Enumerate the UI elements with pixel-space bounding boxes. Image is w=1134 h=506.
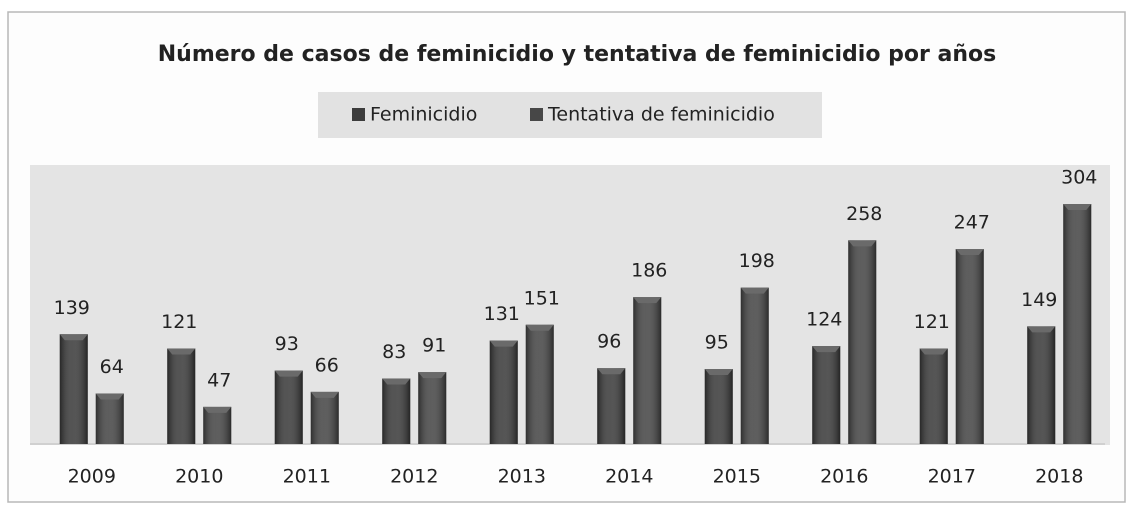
bar-top: [167, 348, 196, 355]
value-label: 121: [914, 311, 950, 333]
value-label: 95: [705, 332, 729, 354]
bar-top: [382, 378, 411, 385]
bar-shade: [597, 368, 626, 444]
bar-top: [955, 249, 984, 255]
bar-top: [525, 324, 554, 331]
legend-swatch: [530, 108, 543, 121]
value-label: 91: [422, 335, 446, 357]
bar-shade: [203, 406, 232, 444]
bar-shade: [848, 240, 877, 444]
bar-top: [812, 346, 841, 353]
bar-top: [274, 370, 303, 377]
value-label: 66: [315, 354, 339, 376]
legend-label: Feminicidio: [370, 104, 477, 126]
bar-shade: [418, 372, 447, 444]
bar-shade: [740, 287, 769, 444]
value-label: 139: [54, 297, 90, 319]
value-label: 151: [524, 287, 560, 309]
bar-shade: [489, 340, 518, 444]
x-tick-label: 2010: [175, 466, 223, 488]
bar-shade: [382, 378, 411, 444]
value-label: 83: [382, 341, 406, 363]
bar-top: [203, 406, 232, 413]
value-label: 198: [739, 250, 775, 272]
bar-top: [633, 297, 662, 304]
value-label: 121: [161, 311, 197, 333]
bar-shade: [167, 348, 196, 444]
bar-shade: [955, 249, 984, 444]
bar-top: [919, 348, 948, 355]
bar-shade: [525, 324, 554, 444]
value-label: 64: [100, 356, 124, 378]
value-label: 93: [275, 333, 299, 355]
bar-shade: [812, 346, 841, 444]
value-label: 247: [954, 212, 990, 234]
x-tick-label: 2009: [68, 466, 116, 488]
x-tick-label: 2011: [283, 466, 331, 488]
value-label: 304: [1061, 167, 1097, 189]
value-label: 258: [846, 203, 882, 225]
bar-shade: [95, 393, 124, 444]
bar-shade: [704, 369, 733, 444]
bar-shade: [274, 370, 303, 444]
bar-top: [310, 391, 339, 398]
bar-top: [418, 372, 447, 379]
x-tick-label: 2015: [713, 466, 761, 488]
bar-shade: [1063, 204, 1092, 444]
bar-shade: [310, 391, 339, 444]
value-label: 131: [484, 303, 520, 325]
x-tick-label: 2014: [605, 466, 653, 488]
bar-top: [740, 287, 769, 294]
bar-shade: [919, 348, 948, 444]
value-label: 47: [207, 369, 231, 391]
legend-box: [318, 92, 822, 138]
bar-top: [1027, 326, 1056, 333]
bar-top: [59, 334, 88, 341]
chart-title: Número de casos de feminicidio y tentati…: [158, 42, 996, 67]
x-tick-label: 2013: [498, 466, 546, 488]
x-tick-label: 2018: [1035, 466, 1083, 488]
value-label: 96: [597, 331, 621, 353]
bar-top: [489, 340, 518, 347]
value-label: 186: [631, 260, 667, 282]
bar-top: [848, 240, 877, 247]
bar-shade: [1027, 326, 1056, 444]
bar-top: [597, 368, 626, 375]
bar-top: [704, 369, 733, 375]
value-label: 124: [806, 309, 842, 331]
bar-shade: [59, 334, 88, 444]
x-tick-label: 2016: [820, 466, 868, 488]
bar-top: [1063, 204, 1092, 210]
x-tick-label: 2012: [390, 466, 438, 488]
legend-label: Tentativa de feminicidio: [547, 104, 775, 126]
value-label: 149: [1021, 289, 1057, 311]
legend-swatch: [352, 108, 365, 121]
x-tick-label: 2017: [928, 466, 976, 488]
bar-shade: [633, 297, 662, 444]
bar-top: [95, 393, 124, 400]
